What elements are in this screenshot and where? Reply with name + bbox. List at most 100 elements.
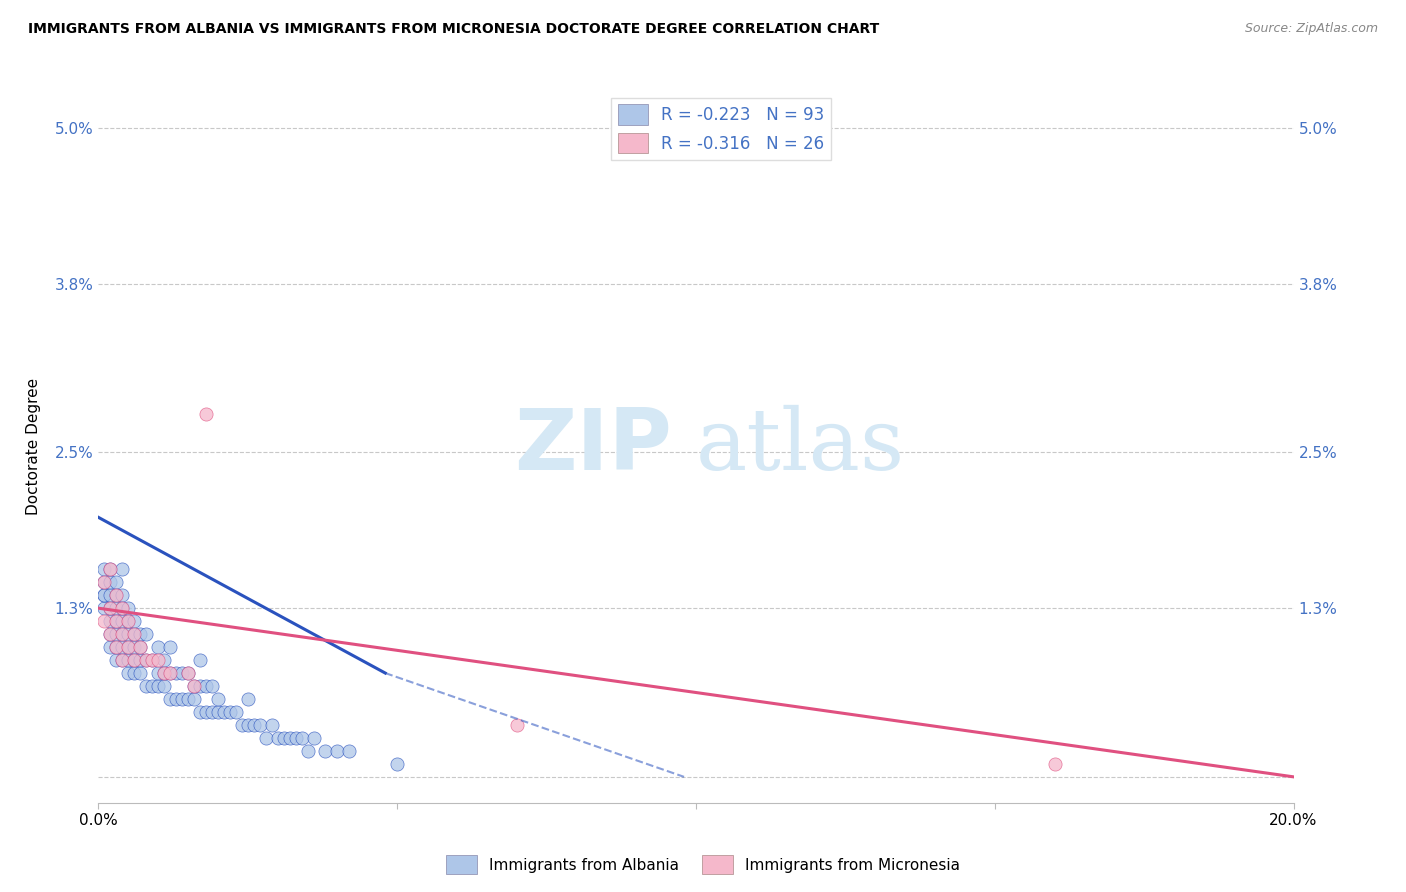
Point — [207, 692, 229, 706]
Point — [111, 640, 134, 654]
Point — [302, 731, 325, 745]
Point — [165, 692, 187, 706]
Point — [105, 614, 128, 628]
Text: IMMIGRANTS FROM ALBANIA VS IMMIGRANTS FROM MICRONESIA DOCTORATE DEGREE CORRELATI: IMMIGRANTS FROM ALBANIA VS IMMIGRANTS FR… — [28, 22, 879, 37]
Point — [93, 575, 115, 590]
Point — [135, 653, 157, 667]
Legend: R = -0.223   N = 93, R = -0.316   N = 26: R = -0.223 N = 93, R = -0.316 N = 26 — [612, 97, 831, 160]
Point — [117, 614, 139, 628]
Point — [100, 562, 122, 576]
Point — [225, 705, 247, 719]
Point — [236, 718, 259, 732]
Point — [100, 627, 122, 641]
Point — [124, 653, 146, 667]
Point — [141, 653, 163, 667]
Point — [93, 562, 115, 576]
Point — [249, 718, 271, 732]
Point — [195, 705, 218, 719]
Point — [172, 692, 194, 706]
Point — [100, 601, 122, 615]
Point — [297, 744, 319, 758]
Point — [93, 614, 115, 628]
Point — [111, 614, 134, 628]
Point — [111, 653, 134, 667]
Point — [183, 692, 205, 706]
Point — [195, 407, 218, 421]
Point — [254, 731, 277, 745]
Point — [129, 666, 152, 681]
Y-axis label: Doctorate Degree: Doctorate Degree — [25, 377, 41, 515]
Point — [117, 601, 139, 615]
Point — [124, 627, 146, 641]
Point — [105, 627, 128, 641]
Point — [201, 705, 224, 719]
Point — [93, 588, 115, 602]
Point — [291, 731, 314, 745]
Point — [284, 731, 307, 745]
Point — [243, 718, 266, 732]
Point — [326, 744, 349, 758]
Point — [105, 601, 128, 615]
Legend: Immigrants from Albania, Immigrants from Micronesia: Immigrants from Albania, Immigrants from… — [440, 849, 966, 880]
Point — [1043, 756, 1066, 771]
Point — [105, 640, 128, 654]
Point — [124, 653, 146, 667]
Point — [129, 640, 152, 654]
Point — [183, 679, 205, 693]
Point — [111, 653, 134, 667]
Point — [177, 692, 200, 706]
Point — [339, 744, 360, 758]
Point — [188, 679, 211, 693]
Point — [111, 627, 134, 641]
Point — [105, 614, 128, 628]
Point — [100, 627, 122, 641]
Point — [153, 679, 176, 693]
Point — [177, 666, 200, 681]
Point — [111, 601, 134, 615]
Point — [236, 692, 259, 706]
Point — [278, 731, 301, 745]
Point — [124, 666, 146, 681]
Point — [129, 627, 152, 641]
Point — [135, 627, 157, 641]
Point — [153, 653, 176, 667]
Point — [141, 653, 163, 667]
Point — [100, 588, 122, 602]
Point — [105, 588, 128, 602]
Point — [100, 640, 122, 654]
Point — [111, 601, 134, 615]
Point — [231, 718, 253, 732]
Point — [159, 640, 181, 654]
Point — [117, 614, 139, 628]
Point — [117, 640, 139, 654]
Point — [117, 627, 139, 641]
Point — [273, 731, 295, 745]
Point — [124, 640, 146, 654]
Point — [117, 640, 139, 654]
Point — [148, 666, 170, 681]
Point — [117, 653, 139, 667]
Point — [148, 653, 170, 667]
Point — [100, 614, 122, 628]
Point — [93, 588, 115, 602]
Point — [212, 705, 235, 719]
Point — [260, 718, 283, 732]
Point — [105, 653, 128, 667]
Point — [141, 679, 163, 693]
Point — [93, 601, 115, 615]
Point — [385, 756, 409, 771]
Point — [129, 653, 152, 667]
Text: Source: ZipAtlas.com: Source: ZipAtlas.com — [1244, 22, 1378, 36]
Point — [506, 718, 529, 732]
Point — [159, 692, 181, 706]
Point — [100, 562, 122, 576]
Point — [105, 575, 128, 590]
Point — [105, 640, 128, 654]
Point — [111, 562, 134, 576]
Point — [100, 575, 122, 590]
Point — [165, 666, 187, 681]
Point — [207, 705, 229, 719]
Point — [124, 614, 146, 628]
Point — [135, 653, 157, 667]
Point — [93, 575, 115, 590]
